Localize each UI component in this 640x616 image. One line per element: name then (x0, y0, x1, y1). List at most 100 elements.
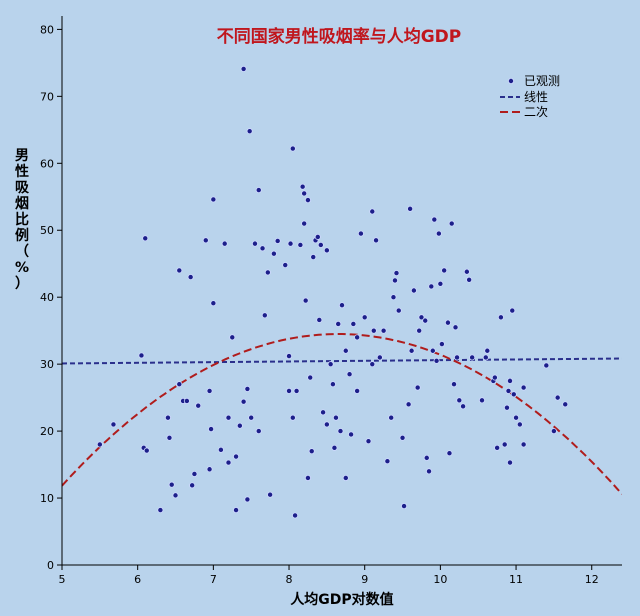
data-point (393, 270, 400, 277)
data-point (289, 145, 296, 152)
data-point (380, 327, 387, 334)
data-point (208, 426, 215, 433)
data-point (346, 371, 353, 378)
data-point (410, 287, 417, 294)
data-point (357, 230, 364, 237)
data-point (317, 241, 324, 248)
data-point (157, 507, 164, 514)
data-point (301, 190, 308, 197)
data-point (342, 347, 349, 354)
data-point (482, 354, 489, 361)
data-point (195, 402, 202, 409)
data-point (501, 441, 508, 448)
data-point (323, 247, 330, 254)
data-point (407, 205, 414, 212)
data-point (354, 334, 361, 341)
data-point (304, 197, 311, 204)
x-tick-label: 8 (286, 573, 293, 586)
data-point (466, 276, 473, 283)
y-axis-title-text: 男性吸烟比例（%） (15, 148, 30, 292)
data-point (335, 320, 342, 327)
data-point (391, 277, 398, 284)
data-point (96, 441, 103, 448)
data-point (506, 459, 513, 466)
data-point (225, 459, 232, 466)
data-point (314, 233, 321, 240)
data-point (369, 208, 376, 215)
data-point (210, 196, 217, 203)
data-point (438, 341, 445, 348)
data-point (369, 361, 376, 368)
data-point (365, 438, 372, 445)
data-point (331, 444, 338, 451)
data-point (463, 268, 470, 275)
legend-label-quadratic: 二次 (524, 105, 548, 119)
data-point (491, 374, 498, 381)
y-tick-label: 60 (40, 157, 54, 170)
data-point (361, 314, 368, 321)
data-point (505, 387, 512, 394)
data-point (183, 397, 190, 404)
data-point (289, 414, 296, 421)
data-point (509, 307, 516, 314)
data-point (248, 414, 255, 421)
data-point (327, 361, 334, 368)
data-point (376, 354, 383, 361)
data-point (435, 230, 442, 237)
data-point (384, 458, 391, 465)
data-point (210, 300, 217, 307)
data-point (299, 183, 306, 190)
data-point (187, 274, 194, 281)
data-point (310, 254, 317, 261)
legend: 已观测 线性 二次 (500, 74, 560, 119)
data-point (293, 387, 300, 394)
plot-area (62, 65, 622, 519)
data-point (494, 444, 501, 451)
data-point (337, 428, 344, 435)
x-tick-label: 7 (210, 573, 217, 586)
data-point (206, 387, 213, 394)
data-point (323, 421, 330, 428)
data-point (414, 384, 421, 391)
legend-label-observed: 已观测 (524, 74, 560, 88)
data-point (255, 428, 262, 435)
data-point (225, 414, 232, 421)
data-point (338, 302, 345, 309)
x-axis-title: 人均GDP对数值 (290, 591, 393, 608)
y-axis-title: 男性吸烟比例（%） (15, 148, 30, 292)
legend-marker-observed (507, 78, 514, 85)
data-point (452, 324, 459, 331)
data-point (554, 394, 561, 401)
data-point (388, 414, 395, 421)
y-tick-label: 30 (40, 358, 54, 371)
data-point (286, 387, 293, 394)
data-point (497, 314, 504, 321)
data-point (429, 347, 436, 354)
data-point (478, 397, 485, 404)
data-point (506, 377, 513, 384)
data-point (267, 491, 274, 498)
data-point (513, 414, 520, 421)
y-tick-label: 50 (40, 224, 54, 237)
y-tick-label: 20 (40, 425, 54, 438)
data-point (320, 409, 327, 416)
axes (61, 16, 622, 566)
data-point (297, 241, 304, 248)
data-point (282, 262, 289, 269)
data-point (202, 237, 209, 244)
data-point (240, 65, 247, 72)
data-point (437, 280, 444, 287)
data-point (373, 237, 380, 244)
data-point (484, 347, 491, 354)
data-point (423, 454, 430, 461)
data-point (516, 421, 523, 428)
data-point (390, 294, 397, 301)
data-point (428, 283, 435, 290)
data-point (110, 421, 117, 428)
data-point (342, 474, 349, 481)
data-point (191, 470, 198, 477)
data-point (550, 428, 557, 435)
data-point (418, 314, 425, 321)
legend-label-linear: 线性 (524, 90, 548, 104)
data-point (261, 312, 268, 319)
